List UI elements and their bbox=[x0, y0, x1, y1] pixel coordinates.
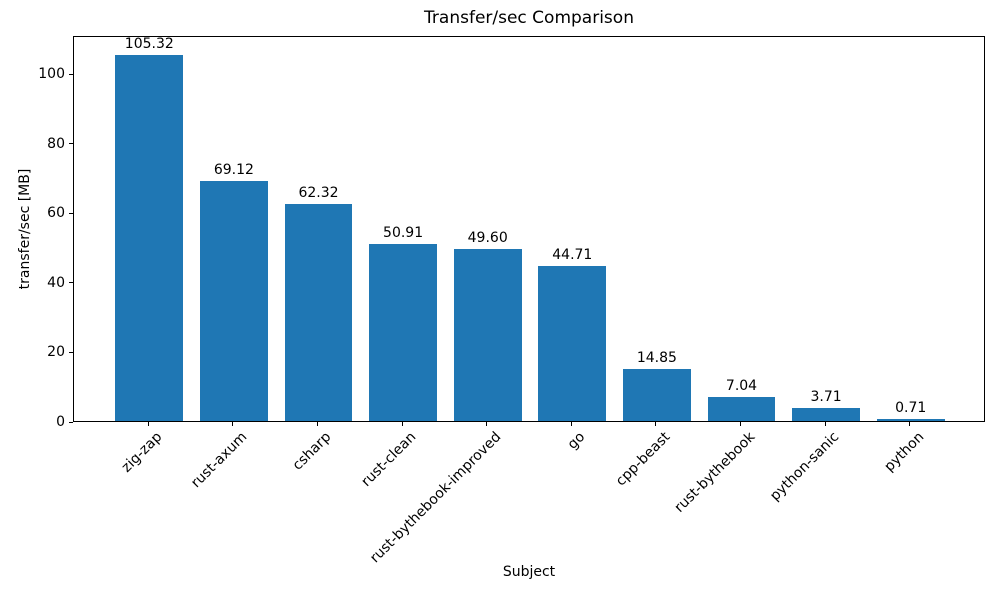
y-tick-label: 60 bbox=[47, 205, 65, 222]
bar-value-label: 50.91 bbox=[383, 224, 424, 241]
y-tick-label: 100 bbox=[38, 66, 65, 83]
y-tick-label: 80 bbox=[47, 135, 65, 152]
bar bbox=[707, 396, 776, 421]
x-tick-mark bbox=[486, 422, 488, 426]
bar-value-label: 69.12 bbox=[213, 161, 254, 178]
bar bbox=[369, 243, 437, 421]
bar-value-label: 14.85 bbox=[636, 350, 677, 367]
x-tick-mark bbox=[316, 422, 318, 426]
y-tick-label: 20 bbox=[47, 344, 65, 361]
bar-value-label: 44.71 bbox=[552, 246, 593, 263]
y-tick-mark bbox=[69, 421, 73, 423]
bar-value-label: 62.32 bbox=[298, 185, 339, 202]
y-tick-mark bbox=[69, 212, 73, 214]
bar-value-label: 0.71 bbox=[895, 399, 927, 416]
bar bbox=[284, 204, 353, 421]
x-tick-mark bbox=[824, 422, 826, 426]
y-tick-mark bbox=[69, 351, 73, 353]
x-tick-mark bbox=[740, 422, 741, 426]
y-tick-label: 0 bbox=[56, 414, 65, 430]
x-axis-label: Subject bbox=[502, 564, 556, 580]
x-tick-mark bbox=[909, 422, 911, 426]
bar-value-label: 7.04 bbox=[725, 377, 758, 394]
y-axis-label: transfer/sec [MB] bbox=[17, 168, 33, 290]
bar bbox=[792, 408, 860, 421]
x-tick-mark bbox=[401, 422, 403, 426]
bar bbox=[623, 369, 691, 421]
chart-title: Transfer/sec Comparison bbox=[424, 8, 634, 28]
x-tick-mark bbox=[232, 422, 234, 426]
bar bbox=[538, 265, 607, 421]
y-tick-mark bbox=[69, 73, 73, 75]
y-tick-label: 40 bbox=[47, 274, 65, 291]
y-tick-mark bbox=[69, 143, 73, 145]
bar bbox=[876, 418, 945, 421]
bar-value-label: 3.71 bbox=[810, 389, 842, 406]
bar-value-label: 105.32 bbox=[124, 35, 174, 52]
bar bbox=[200, 180, 268, 421]
x-tick-mark bbox=[570, 422, 572, 426]
bar-value-label: 49.60 bbox=[467, 229, 508, 246]
x-tick-mark bbox=[147, 422, 149, 426]
plot-area: 105.32 69.12 62.32 50.91 49.60 44.71 14.85 7.04… bbox=[73, 36, 985, 422]
x-tick-mark bbox=[655, 422, 657, 426]
y-tick-mark bbox=[69, 282, 73, 284]
bar bbox=[453, 248, 522, 421]
bar bbox=[115, 54, 184, 421]
